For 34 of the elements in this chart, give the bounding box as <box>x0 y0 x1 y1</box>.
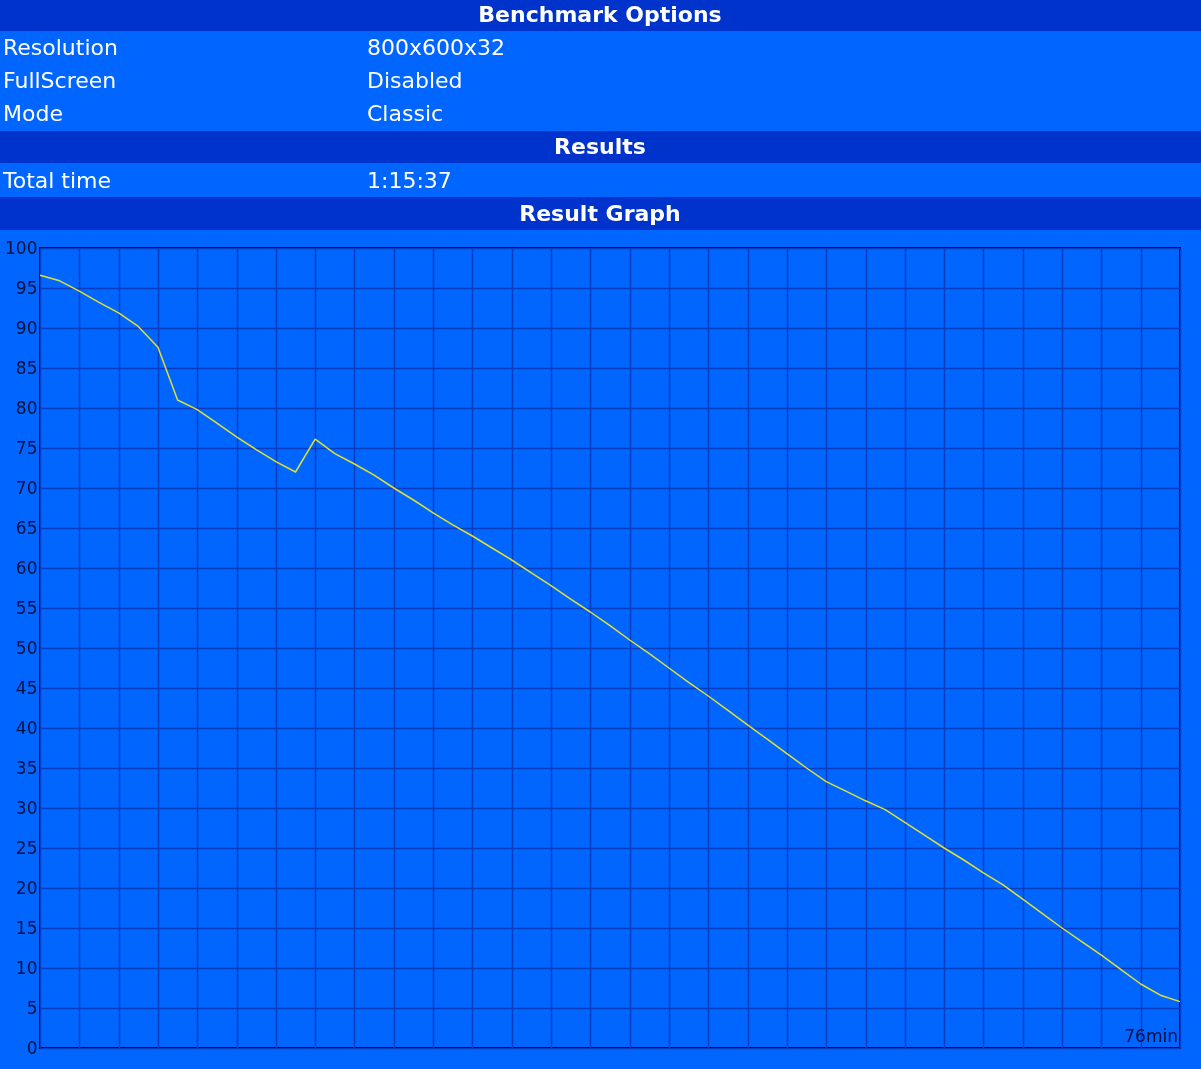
y-tick-label: 20 <box>15 877 38 898</box>
y-tick-label: 55 <box>15 597 38 618</box>
text: FullScreen <box>3 68 117 93</box>
y-tick-label: 100 <box>5 237 38 258</box>
y-tick-label: 45 <box>15 677 38 698</box>
text: 1:15:37 <box>367 168 452 193</box>
y-tick-label: 0 <box>26 1037 38 1058</box>
y-tick-label: 15 <box>15 917 38 938</box>
text: Classic <box>367 101 444 126</box>
annotation: 76min <box>1124 1026 1178 1046</box>
text: Results <box>554 134 646 159</box>
line-series <box>39 274 1181 1003</box>
text: Disabled <box>367 68 463 93</box>
y-tick-label: 70 <box>15 477 38 498</box>
text: Resolution <box>3 35 118 60</box>
y-tick-label: 75 <box>15 437 38 458</box>
y-tick-label: 50 <box>15 637 38 658</box>
y-tick-label: 90 <box>15 317 38 338</box>
y-tick-label: 85 <box>15 357 38 378</box>
y-tick-label: 5 <box>26 997 38 1018</box>
y-tick-label: 25 <box>15 837 38 858</box>
y-tick-label: 10 <box>15 957 38 978</box>
y-tick-label: 40 <box>15 717 38 738</box>
text: 800x600x32 <box>367 35 506 60</box>
y-tick-label: 95 <box>15 277 38 298</box>
chart-title: Result Graph <box>519 201 681 226</box>
y-tick-label: 65 <box>15 517 38 538</box>
text: Mode <box>3 101 63 126</box>
y-tick-label: 80 <box>15 397 38 418</box>
text: Benchmark Options <box>478 2 722 27</box>
y-tick-label: 30 <box>15 797 38 818</box>
text: Total time <box>2 168 112 193</box>
y-tick-label: 60 <box>15 557 38 578</box>
y-tick-label: 35 <box>15 757 38 778</box>
